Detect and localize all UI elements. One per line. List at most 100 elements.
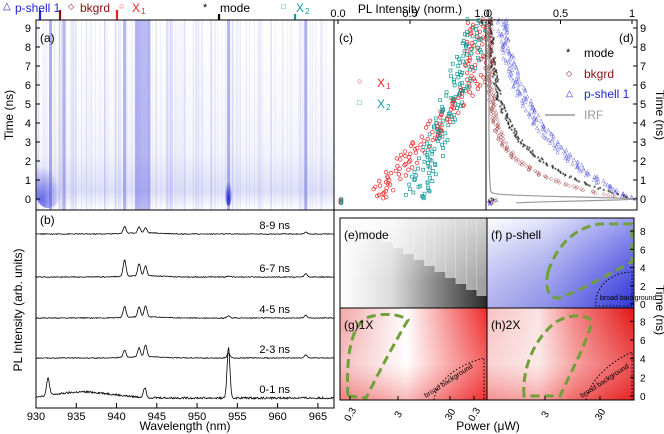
mode-point: *: [495, 72, 498, 79]
bkgrd-point: ◇: [489, 79, 493, 85]
power-tick-label: 0.3: [343, 406, 360, 424]
pshell-point: △: [596, 176, 600, 182]
bkgrd-point: ◇: [490, 106, 494, 112]
bkgrd-point: ◇: [489, 112, 493, 118]
bkgrd-point: ◇: [528, 166, 532, 172]
x2-point: [403, 192, 408, 197]
mode-point: *: [521, 139, 524, 146]
pshell-point: △: [501, 43, 505, 49]
pshell-point: △: [504, 30, 508, 36]
bkgrd-point: ◇: [496, 117, 500, 123]
mode-point: *: [489, 24, 492, 31]
bkgrd-point: ◇: [493, 102, 497, 108]
x2-point: [461, 59, 466, 64]
pshell-point: △: [505, 23, 509, 29]
pshell-point: △: [497, 17, 501, 23]
pshell-point: △: [496, 19, 500, 25]
mode-point: *: [520, 142, 523, 149]
pshell-point: △: [559, 144, 563, 150]
pshell-point: △: [518, 90, 522, 96]
pshell-point: △: [512, 59, 516, 65]
mode-point: *: [516, 138, 519, 145]
x2-point: [411, 190, 416, 195]
mode-point: *: [506, 113, 509, 120]
mode-point: *: [490, 60, 493, 67]
x2-point: [455, 55, 459, 59]
pshell-point: △: [522, 94, 526, 100]
mode-point: *: [496, 86, 499, 93]
mode-point: *: [530, 151, 533, 158]
bkgrd-point: ◇: [537, 172, 541, 178]
x2-point: [440, 105, 445, 109]
mode-point: *: [495, 98, 498, 105]
bkgrd-point: ◇: [491, 57, 495, 63]
pshell-point: △: [592, 177, 596, 183]
mode-point: *: [529, 150, 532, 157]
x1-point: [478, 72, 484, 78]
pshell-point: △: [507, 68, 511, 74]
x1-point: [397, 166, 402, 171]
x2-point: [421, 145, 426, 149]
mode-point: *: [491, 51, 494, 58]
power-maps: (e)mode broad background (f) p-shell bro…: [339, 217, 664, 433]
bkgrd-point: ◇: [554, 179, 558, 185]
x2-point: [425, 141, 430, 146]
pshell-point: △: [503, 26, 507, 32]
x2-marker-symbol: □: [281, 2, 286, 11]
bkgrd-point: ◇: [557, 178, 561, 184]
pshell-point: △: [517, 74, 521, 80]
legend-c-x1: X: [377, 76, 385, 90]
x2-point: [412, 178, 417, 182]
pshell-point: △: [514, 75, 518, 81]
mode-point: *: [511, 124, 514, 131]
pshell-point: △: [533, 109, 537, 115]
x1-point: [481, 53, 486, 58]
pshell-point: △: [515, 65, 519, 71]
power-tick-label: 3: [393, 409, 406, 420]
bkgrd-point: ◇: [491, 27, 495, 33]
bkgrd-point: ◇: [488, 42, 492, 48]
legend-d-bkgrd: bkgrd: [584, 67, 614, 81]
x1-point: [403, 161, 408, 167]
pshell-point: △: [507, 66, 511, 72]
time-tick-label: 4: [640, 118, 646, 130]
panel-g-background-outline: [433, 357, 485, 401]
bkgrd-point: ◇: [491, 120, 495, 126]
x2-point: [476, 18, 481, 23]
pshell-point: △: [613, 188, 617, 194]
bkgrd-point: ◇: [613, 194, 617, 200]
mode-point: *: [546, 164, 549, 171]
pshell-point: △: [501, 21, 505, 27]
bkgrd-point: ◇: [572, 184, 576, 190]
x2-point: [465, 17, 470, 22]
mode-point: *: [541, 158, 544, 165]
x1-point: [465, 77, 470, 82]
mode-point: *: [496, 97, 499, 104]
pshell-point: △: [602, 178, 606, 184]
pshell-point: △: [556, 141, 560, 147]
mode-point: *: [497, 95, 500, 102]
bkgrd-point: ◇: [489, 17, 493, 23]
bkgrd-point: ◇: [501, 141, 505, 147]
mode-point: *: [513, 131, 516, 138]
bkgrd-point: ◇: [488, 62, 492, 68]
mode-point: *: [531, 150, 534, 157]
panel-e-mode-map: (e)mode: [339, 217, 488, 309]
x1-marker-sub: 1: [141, 7, 146, 16]
bkgrd-point: ◇: [502, 136, 506, 142]
x2-point: [461, 39, 466, 43]
pshell-point: △: [507, 49, 511, 55]
pshell-point: △: [511, 84, 515, 90]
bkgrd-point: ◇: [518, 161, 522, 167]
pshell-point: △: [504, 25, 508, 31]
pshell-point: △: [519, 81, 523, 87]
x1-point: [383, 169, 389, 175]
pshell-point: △: [543, 130, 547, 136]
mode-point: *: [499, 90, 502, 97]
power-ticks: 0.3 0.33 330 30: [343, 396, 609, 424]
bkgrd-point: ◇: [544, 174, 548, 180]
x2-point: [465, 84, 469, 89]
mode-point: *: [557, 169, 560, 176]
bkgrd-point: ◇: [489, 19, 493, 25]
